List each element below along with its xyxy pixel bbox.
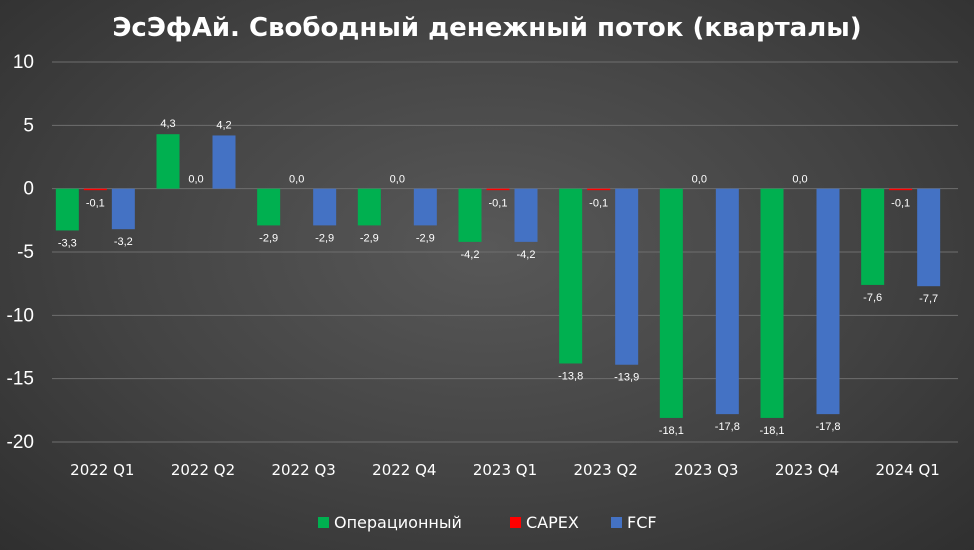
bar (615, 188, 639, 365)
data-label: -2,9 (360, 232, 379, 244)
data-label: -4,2 (461, 249, 480, 261)
data-label: -0,1 (589, 198, 608, 210)
data-label: -0,1 (891, 198, 910, 210)
bar (156, 134, 180, 189)
y-axis-ticks: 10 5 0 -5 -10 -15 -20 (7, 52, 34, 453)
y-tick-label: 0 (23, 179, 34, 200)
x-tick-label: 2023 Q2 (574, 461, 638, 479)
bar (861, 188, 885, 285)
bar (313, 188, 337, 226)
legend-label: CAPEX (526, 513, 579, 532)
data-label: -18,1 (659, 425, 684, 437)
y-tick-label: -5 (17, 242, 34, 263)
bar (486, 188, 510, 191)
bar (760, 188, 784, 418)
data-label: 0,0 (390, 174, 405, 186)
data-label: -2,9 (259, 232, 278, 244)
y-tick-label: -15 (7, 369, 34, 390)
x-tick-label: 2022 Q1 (70, 461, 134, 479)
x-tick-label: 2022 Q4 (372, 461, 436, 479)
bar (514, 188, 538, 242)
legend-swatch (318, 517, 329, 528)
x-tick-label: 2024 Q1 (876, 461, 940, 479)
data-label: 0,0 (188, 174, 203, 186)
bar (715, 188, 739, 415)
y-tick-label: -20 (7, 432, 34, 453)
chart-title: ЭсЭфАй. Свободный денежный поток (кварта… (112, 13, 861, 43)
data-label: -7,6 (863, 292, 882, 304)
y-tick-label: 10 (13, 52, 34, 73)
legend-label: FCF (627, 513, 657, 532)
bar (889, 188, 913, 191)
bar (212, 135, 236, 189)
bar (55, 188, 79, 231)
data-label: -13,9 (614, 372, 639, 384)
data-label: 4,3 (160, 118, 175, 130)
data-label: 0,0 (792, 174, 807, 186)
x-tick-label: 2022 Q2 (171, 461, 235, 479)
x-tick-label: 2023 Q3 (674, 461, 738, 479)
data-label: -4,2 (517, 249, 536, 261)
data-label: 0,0 (692, 174, 707, 186)
data-label: -17,8 (715, 421, 740, 433)
data-label: -13,8 (558, 370, 583, 382)
data-label: 0,0 (289, 174, 304, 186)
legend-label: Операционный (334, 513, 462, 532)
bar (917, 188, 941, 287)
x-tick-label: 2023 Q4 (775, 461, 839, 479)
x-tick-label: 2023 Q1 (473, 461, 537, 479)
data-label: -17,8 (815, 421, 840, 433)
bar (257, 188, 281, 226)
bar (587, 188, 611, 191)
legend-swatch (510, 517, 521, 528)
bar (357, 188, 381, 226)
data-label: -18,1 (759, 425, 784, 437)
data-label: -2,9 (416, 232, 435, 244)
data-label: -7,7 (919, 293, 938, 305)
data-label: -0,1 (489, 198, 508, 210)
x-tick-label: 2022 Q3 (272, 461, 336, 479)
bar (458, 188, 482, 242)
bar (111, 188, 135, 230)
data-label: -0,1 (86, 198, 105, 210)
data-label: -2,9 (315, 232, 334, 244)
data-label: -3,3 (58, 237, 77, 249)
data-labels: -3,3 -0,1 -3,2 4,3 0,0 4,2 -2,9 0,0 -2,9 -2,9 0,0 -… (58, 118, 938, 437)
y-tick-label: -10 (7, 305, 34, 326)
legend: Операционный CAPEX FCF (318, 513, 657, 532)
bar (816, 188, 840, 415)
y-tick-label: 5 (23, 115, 34, 136)
data-label: 4,2 (216, 119, 231, 131)
x-axis-ticks: 2022 Q1 2022 Q2 2022 Q3 2022 Q4 2023 Q1 2023 … (70, 461, 940, 479)
bar (413, 188, 437, 226)
bar (559, 188, 583, 364)
bar (83, 188, 107, 191)
legend-swatch (611, 517, 622, 528)
bars (55, 134, 941, 418)
bar (659, 188, 683, 418)
data-label: -3,2 (114, 236, 133, 248)
